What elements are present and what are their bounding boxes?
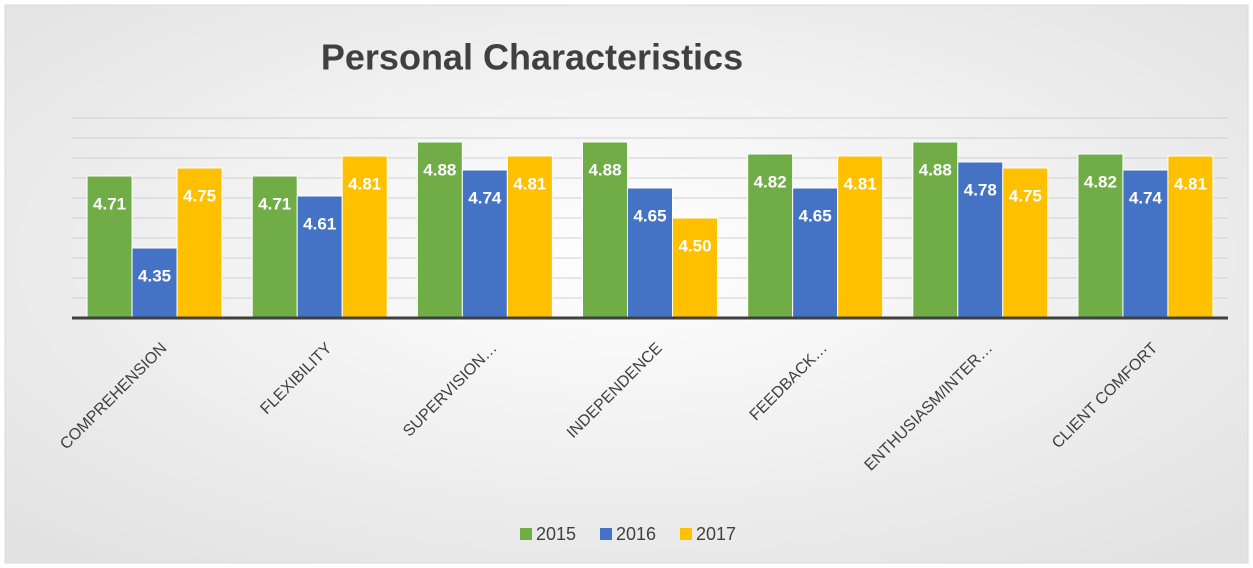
data-label: 4.81	[844, 174, 877, 193]
data-label: 4.81	[348, 174, 381, 193]
bar	[461, 169, 508, 319]
legend-swatch	[520, 528, 532, 540]
data-label: 4.82	[1084, 172, 1117, 191]
data-label: 4.88	[919, 160, 952, 179]
bar	[1167, 155, 1214, 319]
data-label: 4.71	[93, 194, 126, 213]
bar	[792, 187, 839, 319]
data-label: 4.75	[183, 186, 216, 205]
data-label: 4.65	[799, 206, 832, 225]
data-label: 4.88	[423, 160, 456, 179]
data-label: 4.61	[303, 214, 336, 233]
chart-title: Personal Characteristics	[321, 37, 743, 78]
data-label: 4.35	[138, 266, 171, 285]
bar	[86, 175, 133, 319]
data-label: 4.71	[258, 194, 291, 213]
data-label: 4.74	[1129, 188, 1163, 207]
legend-label: 2016	[616, 524, 656, 544]
data-label: 4.75	[1009, 186, 1042, 205]
data-label: 4.82	[754, 172, 787, 191]
bar	[176, 167, 223, 319]
bar	[672, 217, 718, 319]
data-label: 4.78	[964, 180, 997, 199]
data-label: 4.88	[588, 160, 621, 179]
data-label: 4.81	[1174, 174, 1207, 193]
data-label: 4.65	[633, 206, 666, 225]
data-label: 4.50	[678, 236, 711, 255]
bar	[1122, 169, 1169, 319]
bar	[582, 141, 628, 319]
legend-label: 2015	[536, 524, 576, 544]
bar	[251, 175, 298, 319]
bar	[747, 153, 794, 319]
data-label: 4.74	[468, 188, 502, 207]
bar	[341, 155, 388, 319]
legend-swatch	[680, 528, 692, 540]
legend-swatch	[600, 528, 612, 540]
data-label: 4.81	[513, 174, 546, 193]
bar	[957, 161, 1004, 319]
bar	[837, 155, 884, 319]
legend-label: 2017	[696, 524, 736, 544]
bar	[506, 155, 553, 319]
